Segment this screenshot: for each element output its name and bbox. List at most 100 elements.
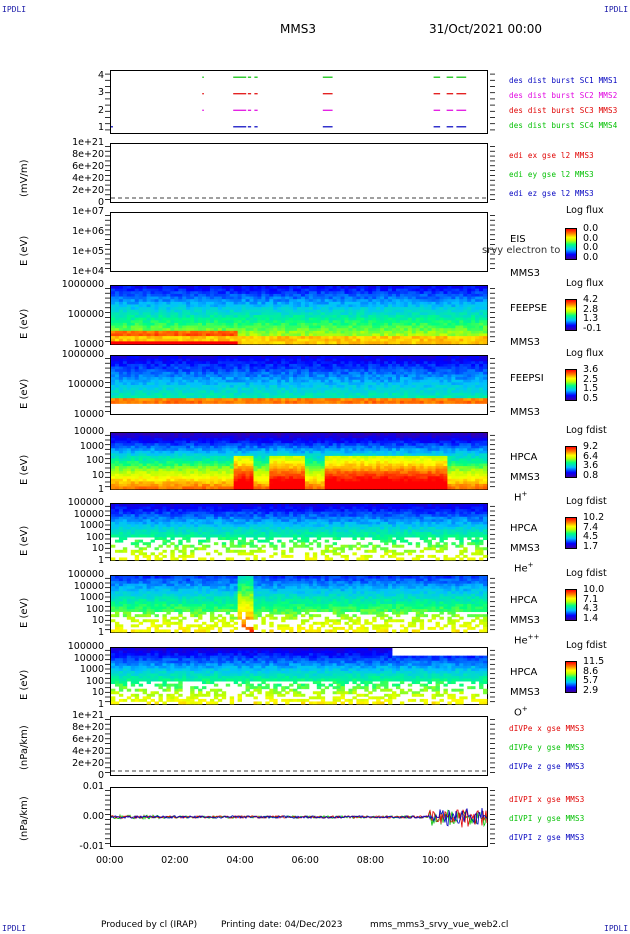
panel-plot-2 bbox=[105, 215, 495, 269]
legend-entry: des dist burst SC4 MMS4 bbox=[509, 121, 618, 130]
panel-6 bbox=[105, 503, 495, 561]
panel-9 bbox=[105, 716, 495, 776]
y-tick-label: 1000 bbox=[79, 664, 104, 676]
species-charge: + bbox=[527, 561, 534, 569]
colorbar-value: 0.8 bbox=[583, 469, 599, 481]
y-tick-label: 10 bbox=[91, 469, 104, 481]
y-tick-label: 10000 bbox=[73, 580, 104, 592]
colorbar-value: 3.6 bbox=[583, 460, 599, 471]
species-charge: ++ bbox=[527, 633, 540, 641]
y-tick-label: 100000 bbox=[67, 641, 104, 652]
instrument-label: FEEPSI bbox=[510, 373, 544, 384]
species-name: O bbox=[514, 707, 522, 719]
legend-entry: dIVPI z gse MMS3 bbox=[509, 833, 585, 842]
y-tick-label: 1e+21 bbox=[72, 710, 104, 721]
y-tick-label: 10000 bbox=[73, 339, 104, 350]
species-label: O+ bbox=[514, 705, 528, 718]
colorbar bbox=[565, 446, 577, 478]
y-tick-label: 0.01 bbox=[82, 781, 104, 792]
panel-2 bbox=[105, 212, 495, 272]
y-tick-label: 1 bbox=[97, 699, 104, 710]
colorbar-title: Log fdist bbox=[566, 568, 607, 579]
y-tick-label: 4e+20 bbox=[72, 746, 104, 757]
panel-5 bbox=[105, 432, 495, 490]
panel-10 bbox=[105, 787, 495, 847]
x-tick-label: 00:00 bbox=[96, 855, 124, 866]
y-axis-label: E (eV) bbox=[19, 454, 30, 485]
y-tick-label: 1 bbox=[97, 555, 104, 566]
legend-entry: dIVPe z gse MMS3 bbox=[509, 762, 585, 771]
colorbar-value: 10.2 bbox=[583, 512, 605, 523]
colorbar-value: 1.4 bbox=[583, 612, 599, 624]
species-charge: + bbox=[521, 705, 528, 713]
spacecraft-label: MMS3 bbox=[510, 268, 540, 279]
y-axis-label: E (eV) bbox=[19, 378, 30, 409]
colorbar-value: 7.1 bbox=[583, 593, 599, 605]
legend-entry: edi ex gse l2 MMS3 bbox=[509, 151, 594, 160]
panel-1 bbox=[105, 143, 495, 203]
spacecraft-label: MMS3 bbox=[510, 407, 540, 418]
y-tick-label: 10000 bbox=[73, 508, 104, 520]
y-tick-label: 10 bbox=[91, 687, 104, 699]
species-name: He bbox=[514, 635, 528, 647]
species-name: He bbox=[514, 563, 528, 575]
panel-plot-5 bbox=[105, 433, 495, 490]
panel-0 bbox=[105, 70, 495, 134]
y-tick-label: 1000 bbox=[79, 440, 104, 452]
legend-entry: des dist burst SC2 MMS2 bbox=[509, 91, 618, 100]
panel-plot-3 bbox=[105, 286, 495, 345]
y-axis-label: (nPa/km) bbox=[19, 725, 30, 770]
colorbar-value: 0.0 bbox=[583, 232, 599, 244]
species-label: He+ bbox=[514, 561, 534, 574]
panel-plot-6 bbox=[105, 504, 495, 561]
spacecraft-label: MMS3 bbox=[510, 472, 540, 483]
panel-plot-8 bbox=[105, 648, 495, 705]
footer-producer: Produced by cl (IRAP) bbox=[101, 920, 198, 930]
y-tick-label: 100000 bbox=[67, 569, 104, 580]
y-tick-label: 1000000 bbox=[61, 279, 104, 290]
panel-plot-0 bbox=[105, 73, 495, 131]
y-tick-label: 10000 bbox=[73, 426, 104, 437]
corner-label: IPDLI bbox=[2, 5, 27, 14]
species-name: H bbox=[514, 492, 522, 504]
panel-plot-4 bbox=[105, 356, 495, 412]
panel-7 bbox=[105, 575, 495, 633]
y-axis-label: E (eV) bbox=[19, 597, 30, 628]
colorbar bbox=[565, 369, 577, 401]
colorbar-value: 9.2 bbox=[583, 441, 599, 452]
y-tick-label: 6e+20 bbox=[72, 161, 104, 172]
y-tick-label: 1e+07 bbox=[72, 206, 104, 217]
colorbar-value: 3.6 bbox=[583, 364, 599, 375]
colorbar-value: 4.5 bbox=[583, 531, 599, 542]
y-tick-label: 1e+21 bbox=[72, 137, 104, 148]
colorbar-value: 5.7 bbox=[583, 675, 599, 686]
colorbar-value: 0.5 bbox=[583, 392, 599, 404]
y-tick-label: 100000 bbox=[67, 309, 104, 320]
legend-entry: dIVPe x gse MMS3 bbox=[509, 724, 585, 733]
colorbar-title: Log flux bbox=[566, 205, 604, 216]
y-tick-label: 100 bbox=[85, 675, 104, 687]
y-tick-label: 3 bbox=[97, 87, 104, 99]
y-tick-label: 1000000 bbox=[61, 349, 104, 360]
y-tick-label: 4 bbox=[97, 70, 104, 82]
legend-entry: des dist burst SC3 MMS3 bbox=[509, 106, 618, 115]
panel-8 bbox=[105, 647, 495, 705]
legend-entry: des dist burst SC1 MMS1 bbox=[509, 76, 618, 85]
date-title: 31/Oct/2021 00:00 bbox=[429, 22, 543, 36]
legend-entry: dIVPI x gse MMS3 bbox=[509, 795, 585, 804]
colorbar-value: 8.6 bbox=[583, 665, 599, 677]
x-tick-label: 06:00 bbox=[291, 855, 319, 866]
y-tick-label: 2e+20 bbox=[72, 758, 104, 769]
panel-4 bbox=[105, 355, 495, 415]
panel-3 bbox=[105, 285, 495, 345]
y-axis-label: (mV/m) bbox=[19, 159, 30, 198]
y-axis-label: E (eV) bbox=[19, 669, 30, 700]
colorbar-value: 6.4 bbox=[583, 450, 599, 462]
species-label: H+ bbox=[514, 490, 527, 503]
colorbar-value: 1.5 bbox=[583, 383, 599, 394]
species-label: He++ bbox=[514, 633, 539, 646]
panel-plot-9 bbox=[105, 719, 495, 773]
spacecraft-label: MMS3 bbox=[510, 687, 540, 698]
colorbar-value: 11.5 bbox=[583, 656, 605, 667]
colorbar-value: 0.0 bbox=[583, 242, 599, 253]
